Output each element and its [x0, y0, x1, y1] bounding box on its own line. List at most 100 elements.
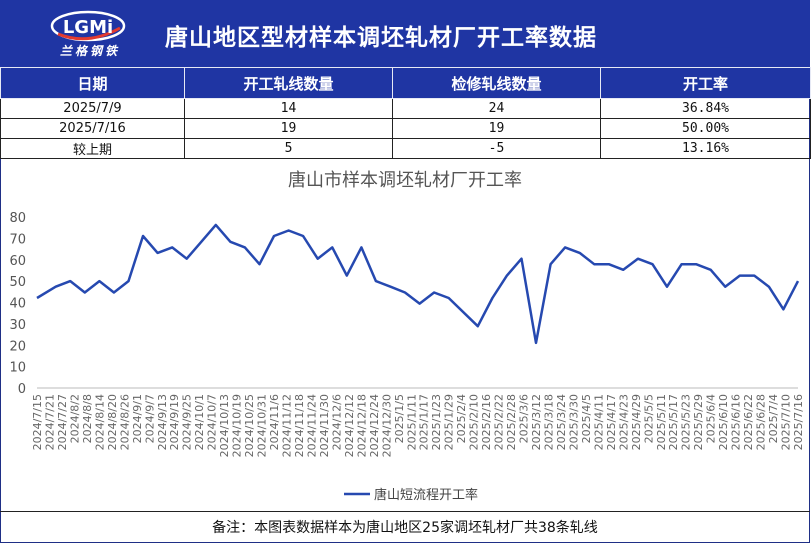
- x-tick-label: 2024/10/13: [218, 394, 231, 457]
- y-tick-label: 40: [9, 297, 26, 312]
- table-cell: 19: [184, 118, 393, 139]
- table-cell: 19: [392, 118, 601, 139]
- x-tick-label: 2024/7/15: [31, 394, 44, 450]
- line-chart: 唐山市样本调坯轧材厂开工率 0 10 20 30 40 50 60 70 80 2024/7/1…: [9, 170, 805, 503]
- table-cell: 24: [392, 98, 601, 119]
- table-cell: 2025/7/16: [0, 118, 185, 139]
- table-cell: 5: [184, 138, 393, 159]
- table-cell: 14: [184, 98, 393, 119]
- x-tick-label: 2024/8/14: [93, 394, 106, 450]
- x-tick-label: 2024/8/20: [106, 394, 119, 450]
- x-tick-label: 2024/8/8: [81, 394, 94, 443]
- lgmi-logo-icon: LGMi: [50, 10, 126, 42]
- y-tick-label: 20: [9, 339, 26, 354]
- table-row: 较上期 5 -5 13.16%: [0, 138, 811, 159]
- y-tick-label: 50: [9, 275, 26, 290]
- x-tick-label: 2024/8/2: [68, 394, 81, 443]
- x-tick-label: 2025/7/16: [792, 394, 805, 450]
- x-tick-label: 2025/5/23: [680, 394, 693, 450]
- x-tick-label: 2025/4/29: [630, 394, 643, 450]
- x-tick-label: 2024/9/7: [143, 394, 156, 443]
- y-tick-label: 30: [9, 318, 26, 333]
- x-tick-label: 2025/3/6: [518, 394, 531, 443]
- table-cell: -5: [392, 138, 601, 159]
- x-tick-label: 2025/1/17: [418, 394, 431, 450]
- logo-text: 兰格钢铁: [59, 44, 120, 58]
- x-tick-label: 2025/6/22: [742, 394, 755, 450]
- x-tick-label: 2025/1/5: [393, 394, 406, 443]
- x-tick-label: 2024/10/31: [256, 394, 269, 457]
- legend-label: 唐山短流程开工率: [374, 487, 478, 503]
- x-tick-label: 2025/2/10: [468, 394, 481, 450]
- plot-area: [36, 223, 800, 345]
- x-tick-label: 2025/5/11: [655, 394, 668, 450]
- x-tick-label: 2024/11/24: [305, 394, 318, 457]
- page-title: 唐山地区型材样本调坯轧材厂开工率数据: [165, 25, 597, 51]
- x-tick-label: 2024/11/30: [318, 394, 331, 457]
- x-tick-label: 2024/11/12: [281, 394, 294, 457]
- x-tick-label: 2024/11/18: [293, 394, 306, 457]
- x-tick-label: 2024/10/1: [193, 394, 206, 450]
- x-tick-label: 2025/6/28: [755, 394, 768, 450]
- x-tick-label: 2024/12/6: [330, 394, 343, 450]
- column-header-date: 日期: [0, 67, 185, 99]
- x-tick-label: 2025/2/22: [493, 394, 506, 450]
- column-header-running-lines: 开工轧线数量: [184, 67, 393, 99]
- x-tick-label: 2025/2/4: [455, 394, 468, 443]
- x-tick-label: 2025/1/29: [443, 394, 456, 450]
- x-tick-label: 2025/5/5: [642, 394, 655, 443]
- table-row: 2025/7/9 14 24 36.84%: [0, 98, 811, 119]
- x-tick-label: 2024/9/13: [156, 394, 169, 450]
- x-tick-label: 2024/12/12: [343, 394, 356, 457]
- x-tick-label: 2025/3/18: [542, 394, 555, 450]
- y-axis: 0 10 20 30 40 50 60 70 80: [9, 211, 26, 397]
- x-tick-label: 2024/12/24: [368, 394, 381, 457]
- header-bar: LGMi 兰格钢铁 唐山地区型材样本调坯轧材厂开工率数据: [0, 0, 810, 67]
- x-tick-label: 2025/5/29: [692, 394, 705, 450]
- table-cell: 2025/7/9: [0, 98, 185, 119]
- x-tick-label: 2024/9/1: [131, 394, 144, 443]
- y-tick-label: 60: [9, 254, 26, 269]
- x-tick-label: 2025/4/5: [580, 394, 593, 443]
- x-tick-label: 2025/6/4: [705, 394, 718, 443]
- footnote: 备注：本图表数据样本为唐山地区25家调坯轧材厂共38条轧线: [0, 511, 810, 544]
- x-tick-label: 2024/7/27: [56, 394, 69, 450]
- chart-title: 唐山市样本调坯轧材厂开工率: [288, 170, 522, 191]
- svg-text:LGMi: LGMi: [63, 17, 113, 38]
- x-tick-label: 2025/2/28: [505, 394, 518, 450]
- x-tick-label: 2025/7/10: [780, 394, 793, 450]
- x-tick-label: 2025/4/11: [592, 394, 605, 450]
- x-tick-label: 2024/12/18: [355, 394, 368, 457]
- x-tick-label: 2024/10/25: [243, 394, 256, 457]
- x-tick-label: 2025/7/4: [767, 394, 780, 443]
- column-header-rate: 开工率: [600, 67, 811, 99]
- x-tick-label: 2025/1/23: [430, 394, 443, 450]
- table-header-row: 日期 开工轧线数量 检修轧线数量 开工率: [0, 67, 811, 99]
- x-tick-label: 2024/11/6: [268, 394, 281, 450]
- x-tick-label: 2024/9/25: [181, 394, 194, 450]
- x-tick-label: 2024/7/21: [43, 394, 56, 450]
- table-cell: 50.00%: [600, 118, 811, 139]
- table-cell: 较上期: [0, 138, 185, 159]
- x-tick-label: 2025/4/23: [617, 394, 630, 450]
- x-tick-label: 2024/9/19: [168, 394, 181, 450]
- x-tick-label: 2025/3/12: [530, 394, 543, 450]
- x-tick-label: 2025/2/16: [480, 394, 493, 450]
- y-tick-label: 70: [9, 232, 26, 247]
- data-table: 日期 开工轧线数量 检修轧线数量 开工率 2025/7/9 14 24 36.8…: [0, 67, 811, 159]
- x-tick-label: 2024/12/30: [380, 394, 393, 457]
- x-tick-label: 2025/3/24: [555, 394, 568, 450]
- x-tick-label: 2024/10/19: [231, 394, 244, 457]
- table-cell: 36.84%: [600, 98, 811, 119]
- x-tick-label: 2025/6/10: [717, 394, 730, 450]
- x-tick-label: 2025/4/17: [605, 394, 618, 450]
- x-tick-label: 2025/6/16: [730, 394, 743, 450]
- x-axis: 2024/7/15 2024/7/21 2024/7/27 2024/8/2 2024/…: [31, 387, 805, 457]
- series-line: [36, 223, 800, 345]
- legend: 唐山短流程开工率: [344, 487, 478, 503]
- y-tick-label: 80: [9, 211, 26, 226]
- y-tick-label: 0: [18, 382, 26, 397]
- x-tick-label: 2024/10/7: [206, 394, 219, 450]
- table-cell: 13.16%: [600, 138, 811, 159]
- x-tick-label: 2024/8/26: [118, 394, 131, 450]
